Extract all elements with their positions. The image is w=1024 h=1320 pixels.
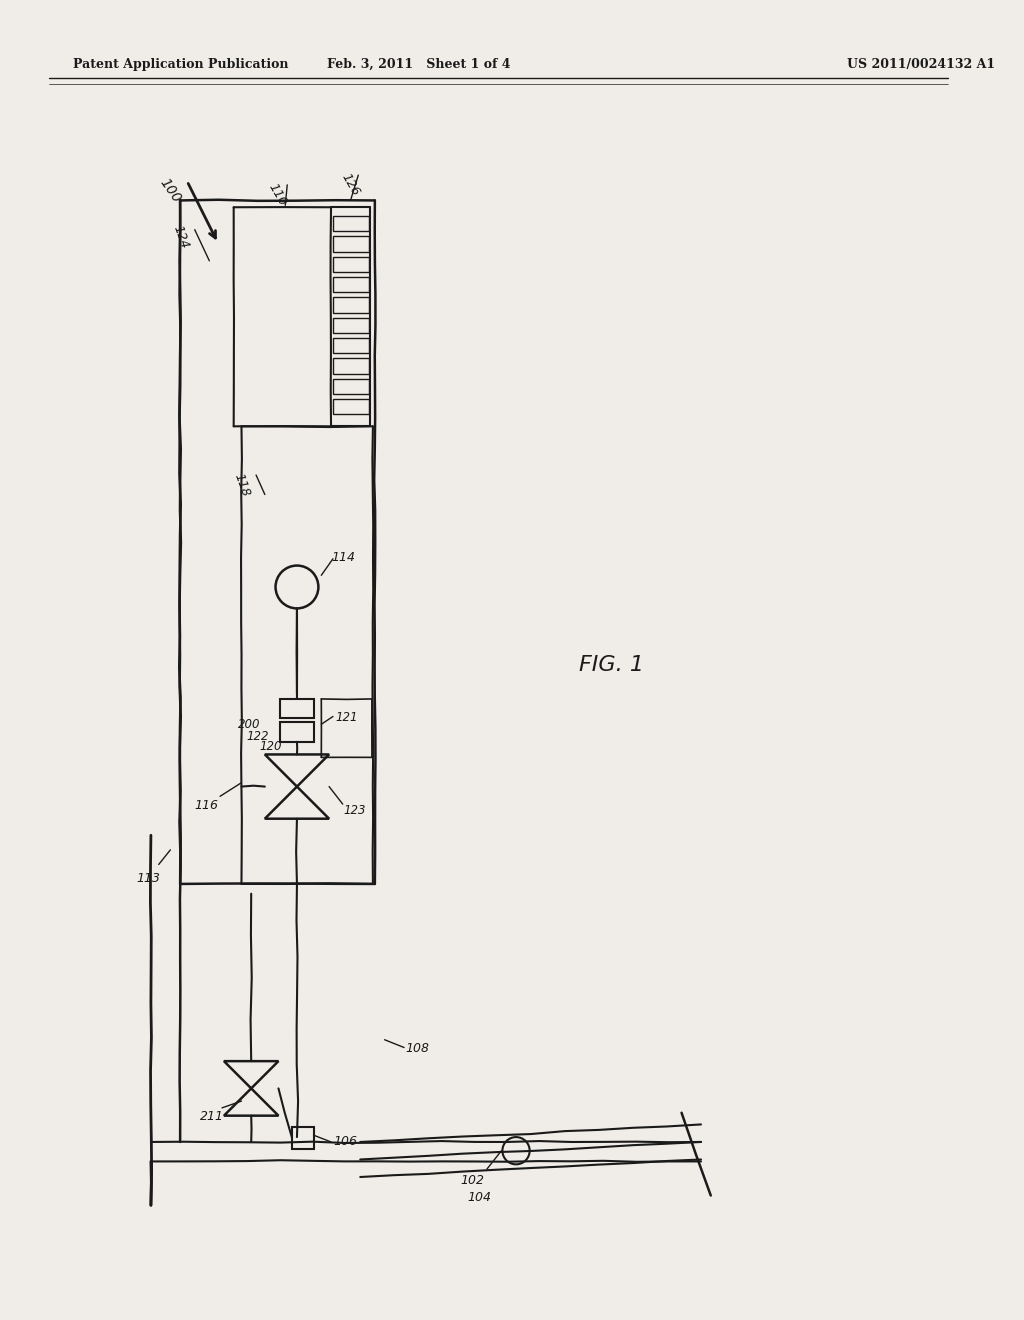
Bar bbox=[333, 399, 369, 414]
Text: 102: 102 bbox=[461, 1173, 485, 1187]
Bar bbox=[333, 277, 369, 292]
Text: 121: 121 bbox=[335, 710, 357, 723]
Text: 124: 124 bbox=[171, 224, 191, 251]
Text: 126: 126 bbox=[339, 172, 362, 198]
Text: 110: 110 bbox=[266, 181, 289, 209]
Text: 123: 123 bbox=[344, 804, 367, 817]
Bar bbox=[281, 700, 313, 718]
Bar bbox=[333, 216, 369, 231]
Text: Patent Application Publication: Patent Application Publication bbox=[73, 58, 289, 71]
Text: 108: 108 bbox=[406, 1041, 429, 1055]
Bar bbox=[333, 297, 369, 313]
Text: 118: 118 bbox=[231, 471, 252, 498]
Bar bbox=[333, 318, 369, 333]
Text: 120: 120 bbox=[259, 739, 282, 752]
Bar bbox=[333, 338, 369, 354]
Text: US 2011/0024132 A1: US 2011/0024132 A1 bbox=[847, 58, 995, 71]
Text: 114: 114 bbox=[331, 550, 355, 564]
Text: FIG. 1: FIG. 1 bbox=[580, 655, 644, 675]
Bar bbox=[333, 359, 369, 374]
Text: 113: 113 bbox=[136, 873, 161, 886]
Bar bbox=[281, 722, 313, 742]
Text: Feb. 3, 2011   Sheet 1 of 4: Feb. 3, 2011 Sheet 1 of 4 bbox=[327, 58, 510, 71]
Bar bbox=[333, 256, 369, 272]
Text: 104: 104 bbox=[468, 1191, 492, 1204]
Text: 211: 211 bbox=[200, 1110, 223, 1123]
Text: 106: 106 bbox=[333, 1135, 357, 1148]
Bar bbox=[333, 236, 369, 252]
Text: 200: 200 bbox=[238, 718, 260, 731]
Text: 122: 122 bbox=[247, 730, 269, 743]
Text: 116: 116 bbox=[195, 799, 219, 812]
Text: 100: 100 bbox=[157, 176, 183, 206]
Bar bbox=[333, 379, 369, 395]
Bar bbox=[292, 1127, 313, 1148]
